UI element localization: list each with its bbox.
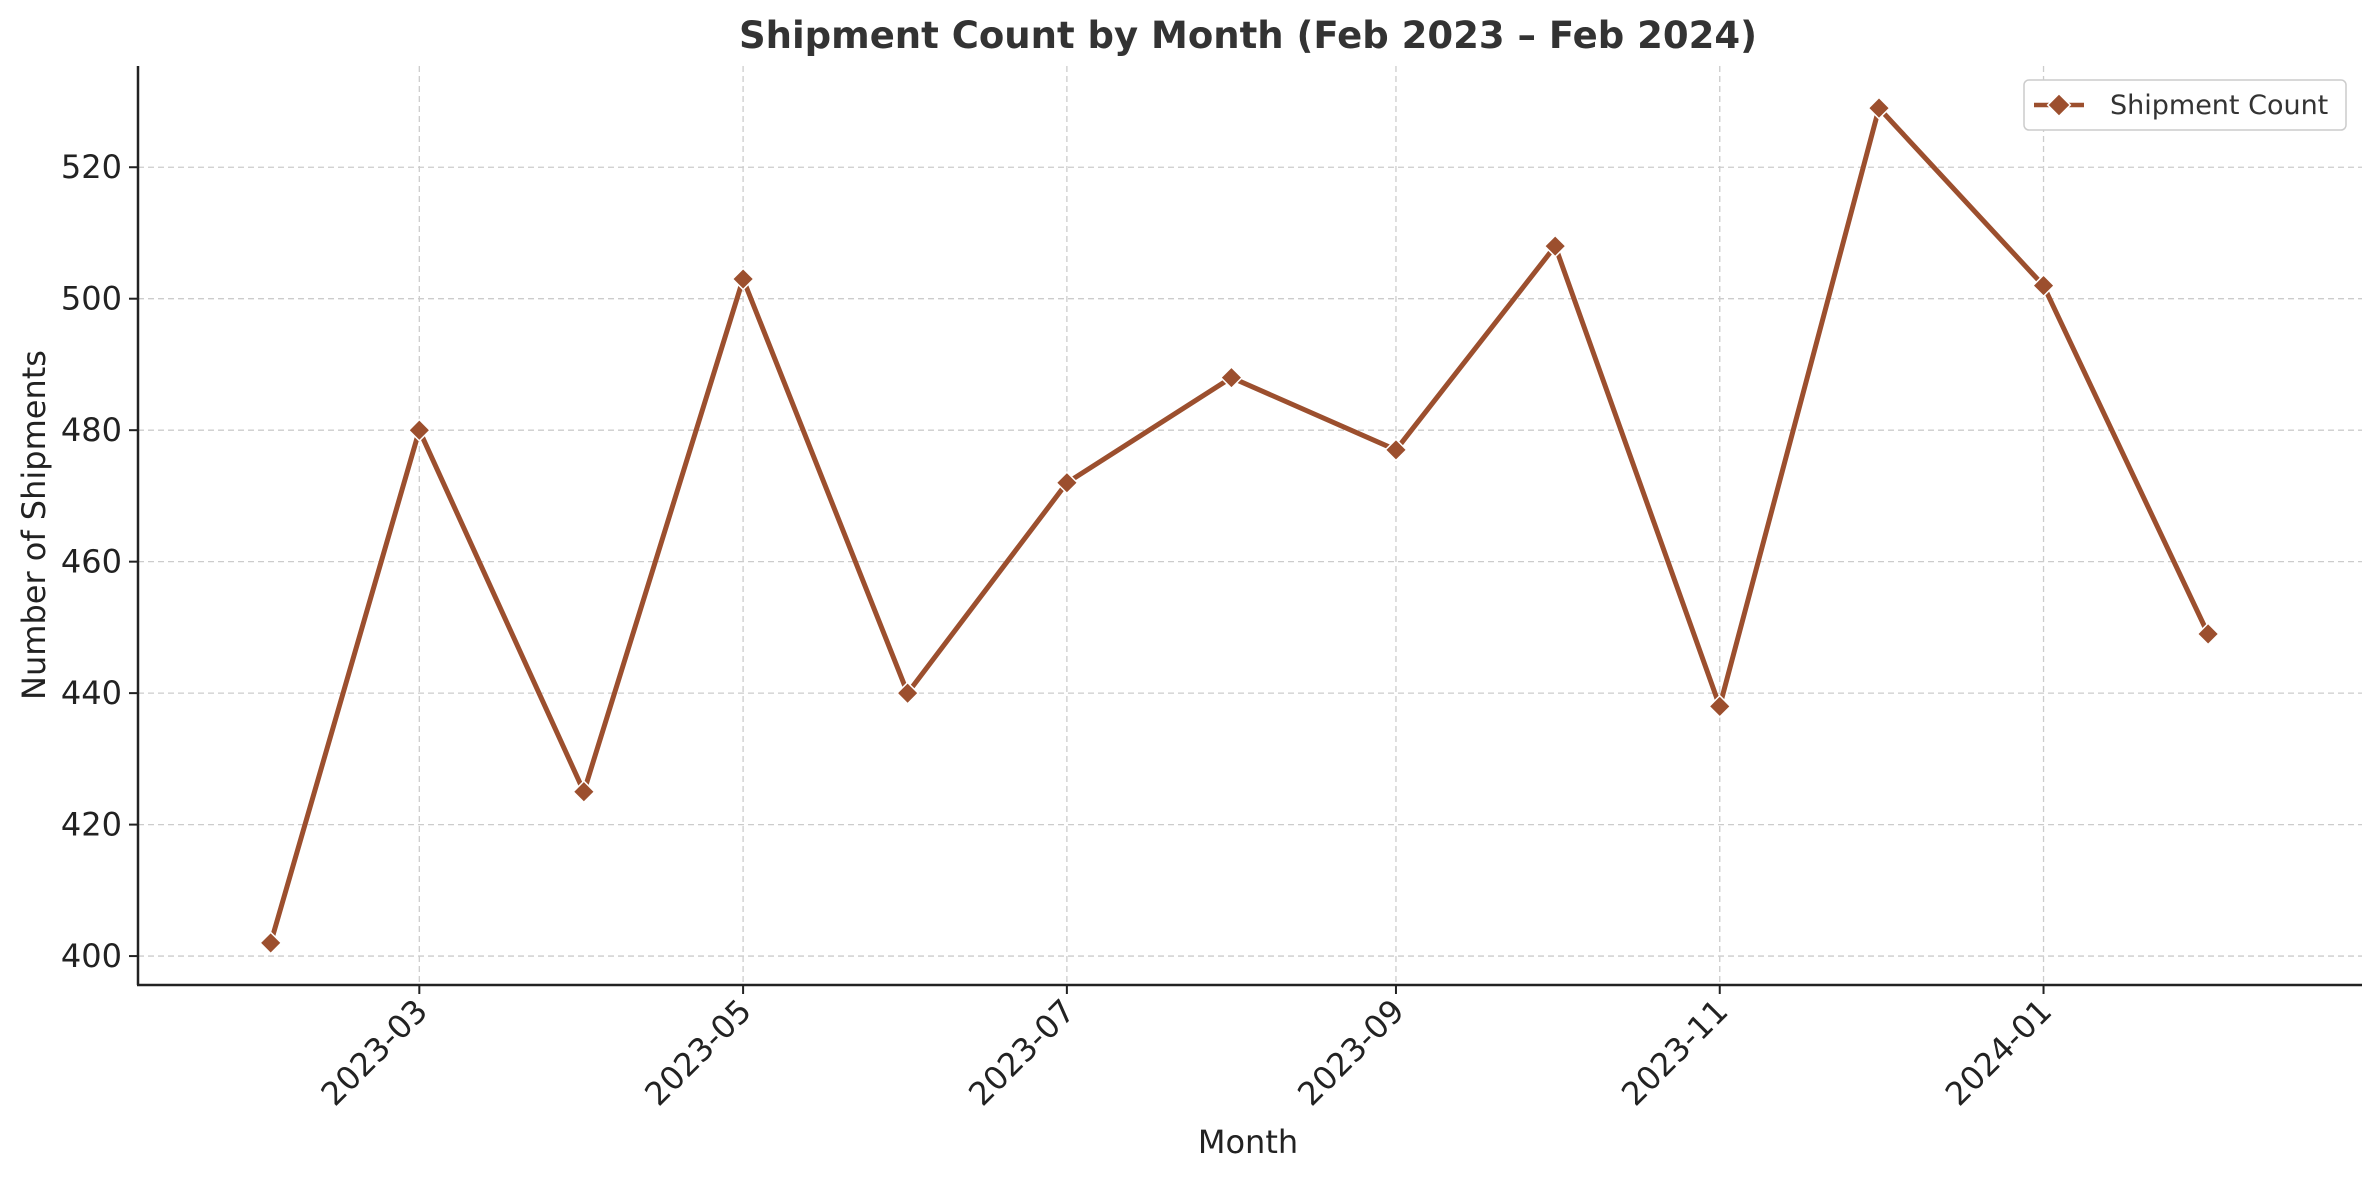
x-tick-label: 2024-01 — [1938, 992, 2059, 1113]
y-tick-label: 500 — [61, 280, 122, 318]
data-point-diamond — [1543, 234, 1567, 258]
chart-title: Shipment Count by Month (Feb 2023 – Feb … — [739, 14, 1757, 57]
data-point-diamond — [1384, 438, 1408, 462]
x-tick-label: 2023-11 — [1614, 992, 1735, 1113]
legend: Shipment Count — [2023, 79, 2347, 131]
data-point-diamond — [731, 267, 755, 291]
y-tick-label: 400 — [61, 937, 122, 975]
legend-label: Shipment Count — [2110, 90, 2328, 121]
data-point-diamond — [2031, 273, 2056, 298]
data-point-diamond — [259, 931, 283, 955]
axes — [136, 66, 2362, 987]
y-tick-label: 480 — [61, 411, 122, 449]
legend-diamond-icon — [2046, 92, 2072, 118]
x-tick-label: 2023-07 — [961, 992, 1082, 1113]
x-tick-label: 2023-05 — [637, 992, 758, 1113]
y-axis-label: Number of Shipments — [15, 350, 53, 700]
data-point-diamond — [407, 418, 431, 442]
series-line — [268, 105, 2211, 946]
data-point-diamond — [1708, 694, 1732, 718]
legend-box — [2023, 79, 2347, 131]
data-point-diamond — [1219, 365, 1244, 390]
data-point-diamond — [895, 681, 920, 705]
data-point-diamond — [1055, 471, 1079, 495]
x-axis-label: Month — [1198, 1123, 1298, 1161]
data-point-diamond — [572, 780, 596, 804]
data-point-diamond — [2196, 622, 2220, 646]
y-tick-label: 420 — [61, 806, 122, 844]
x-tick-label: 2023-09 — [1290, 992, 1411, 1113]
y-tick-label: 460 — [61, 543, 122, 581]
series — [259, 96, 2220, 955]
data-point-diamond — [1867, 96, 1891, 120]
y-tick-label: 440 — [61, 674, 122, 712]
y-tick-label: 520 — [61, 148, 122, 186]
grid — [138, 66, 2362, 985]
x-tick-label: 2023-03 — [314, 992, 435, 1113]
